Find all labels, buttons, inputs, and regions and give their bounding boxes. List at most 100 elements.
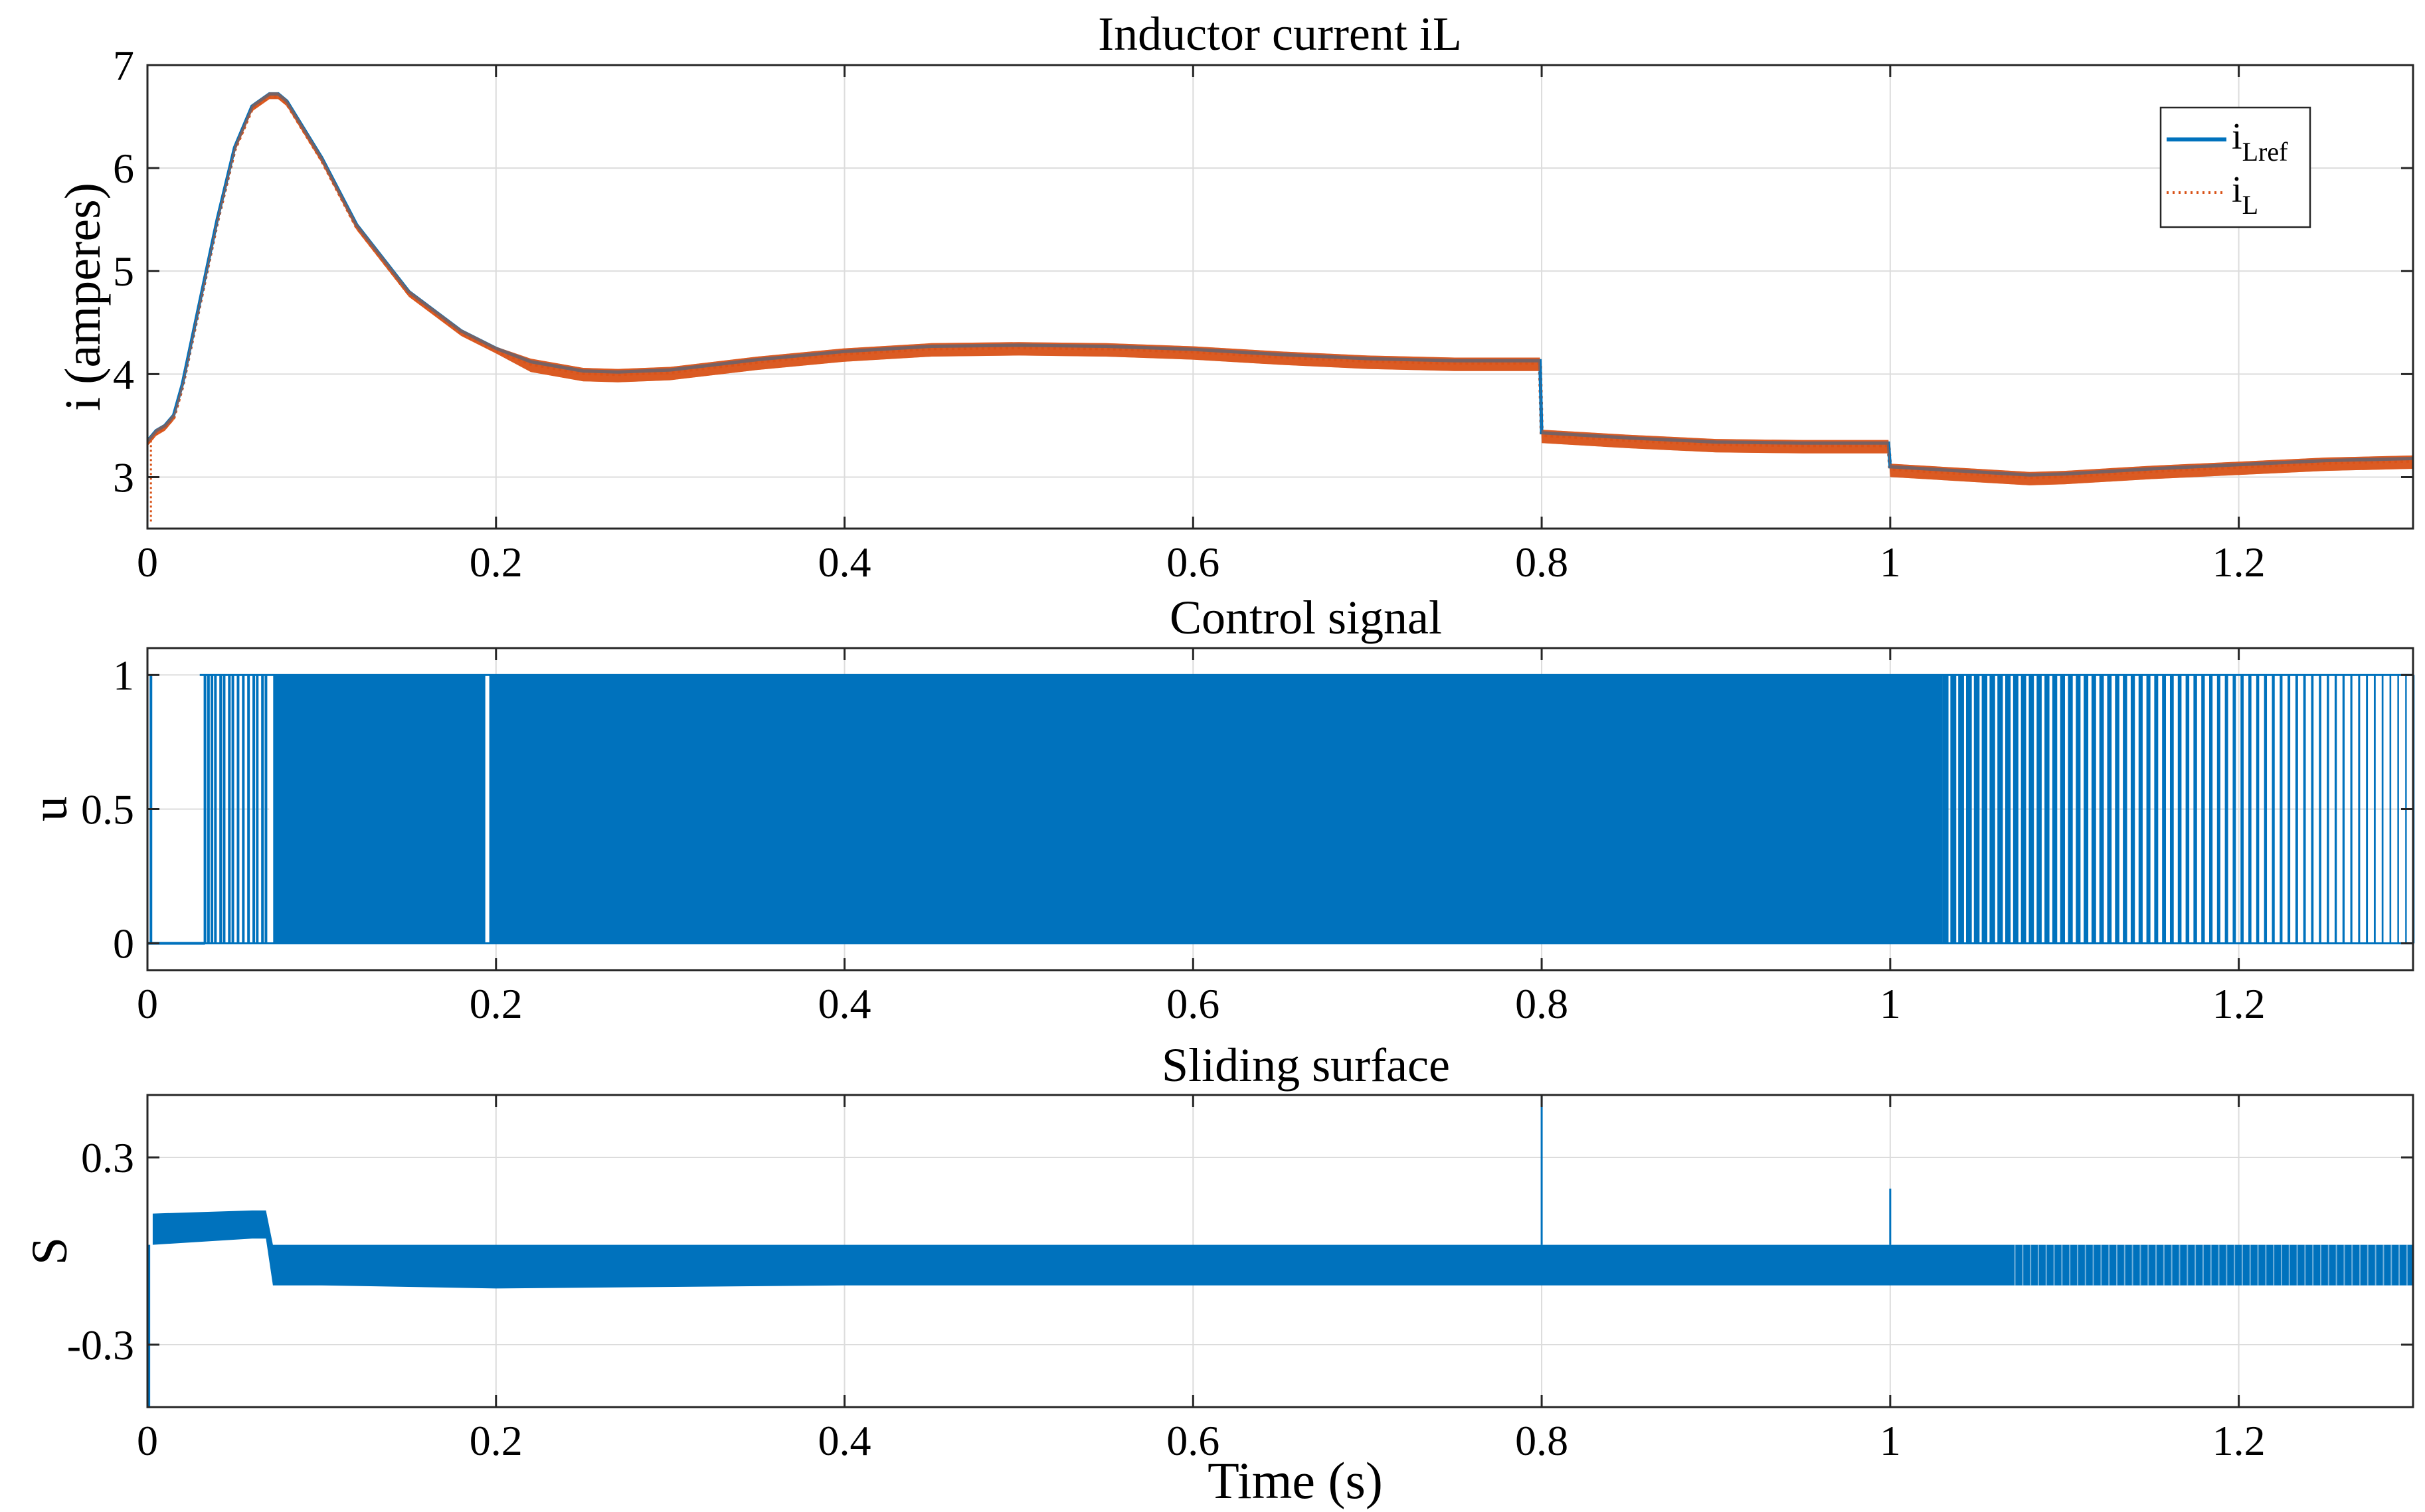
switch-pulse	[2091, 675, 2096, 944]
axes-frame	[146, 1094, 2414, 1408]
x-tick-label: 1.2	[2212, 539, 2266, 586]
legend-label-sub: L	[2242, 190, 2258, 220]
switch-pulse	[2389, 675, 2392, 944]
x-tick-label: 0.6	[1166, 539, 1219, 586]
switch-pulse	[2216, 675, 2220, 944]
switch-pulse	[2248, 675, 2252, 944]
ripple-gap	[2296, 1244, 2298, 1286]
ripple-gap	[2312, 1244, 2314, 1286]
switch-pulse	[2295, 675, 2298, 944]
switch-pulse	[2240, 675, 2244, 944]
switch-pulse	[2115, 675, 2119, 944]
x-tick-label: 0.4	[818, 1417, 871, 1464]
switch-pulse	[2303, 675, 2306, 944]
ripple-gap	[2045, 1244, 2047, 1286]
ripple-gap	[2147, 1244, 2149, 1286]
y-tick-label: 1	[113, 651, 134, 699]
ripple-gap	[2327, 1244, 2329, 1286]
legend-box	[2159, 106, 2311, 228]
switch-pulse	[2280, 675, 2283, 944]
panel-title: Sliding surface	[1162, 1039, 1450, 1092]
switch-pulse	[2146, 675, 2151, 944]
switch-pulse	[2169, 675, 2174, 944]
panel-title: Control signal	[1170, 591, 1442, 644]
legend: iLref iL	[2159, 106, 2311, 228]
switch-pulse	[1942, 675, 1949, 944]
switch-pulse	[2154, 675, 2159, 944]
ripple-gap	[2414, 1244, 2416, 1286]
switch-pulse	[1958, 675, 1964, 944]
legend-entry-il: iL	[2232, 169, 2258, 220]
ripple-gap	[2155, 1244, 2157, 1286]
x-tick-label: 1	[1880, 980, 1901, 1027]
x-tick-label: 1	[1880, 1417, 1901, 1464]
x-tick-label: 0.8	[1515, 980, 1568, 1027]
x-tick-label: 0.2	[470, 539, 523, 586]
ripple-gap	[2061, 1244, 2063, 1286]
control-signal-panel: 0 0.2 0.4 0.6 0.8 1 1.2 0 0.5 1 Control signal u	[22, 591, 2415, 1027]
tick-labels: 0 0.2 0.4 0.6 0.8 1 1.2 3 4 5 6 7	[113, 42, 2413, 586]
switch-pulse	[1981, 675, 1988, 944]
switch-pulse	[2358, 675, 2361, 944]
ripple-gap	[2320, 1244, 2322, 1286]
switch-pulse	[2373, 675, 2376, 944]
switch-pulse	[2232, 675, 2236, 944]
ripple-gap	[2195, 1244, 2197, 1286]
switch-pulse	[2264, 675, 2268, 944]
y-axis-label: i (amperes)	[55, 183, 111, 411]
ripple-gap	[2218, 1244, 2220, 1286]
ripple-gap	[2335, 1244, 2337, 1286]
switch-pulse	[2334, 675, 2337, 944]
y-tick-label: 0	[113, 920, 134, 967]
switch-pulse	[2028, 675, 2034, 944]
x-tick-label: 0.4	[818, 539, 871, 586]
sliding-surface-panel: 0 0.2 0.4 0.6 0.8 1 1.2 -0.3 0.3 Sliding surface…	[22, 1039, 2416, 1509]
y-tick-label: 7	[113, 42, 134, 89]
ripple-gap	[2069, 1244, 2071, 1286]
y-tick-label: 4	[113, 351, 134, 398]
x-tick-label: 0.8	[1515, 539, 1568, 586]
switch-pulse	[2138, 675, 2143, 944]
data-layer	[148, 1095, 2416, 1407]
ripple-gap	[2076, 1244, 2078, 1286]
legend-label-base: i	[2232, 169, 2242, 210]
switch-pulse	[2084, 675, 2089, 944]
switch-pulse	[2256, 675, 2260, 944]
ripple-gap	[2367, 1244, 2369, 1286]
switch-pulse	[2288, 675, 2291, 944]
ripple-gap	[2359, 1244, 2361, 1286]
switch-pulse	[2381, 675, 2384, 944]
switch-pulse	[1973, 675, 1980, 944]
x-tick-label: 0.2	[470, 1417, 523, 1464]
switch-pulse	[2052, 675, 2058, 944]
ripple-gap	[2265, 1244, 2267, 1286]
panel-title: Inductor current iL	[1098, 7, 1462, 60]
switch-pulse	[2060, 675, 2065, 944]
ripple-gap	[2390, 1244, 2392, 1286]
ripple-gap	[2202, 1244, 2204, 1286]
switch-pulse	[2327, 675, 2329, 944]
switch-pulse	[2366, 675, 2369, 944]
switch-pulse	[2130, 675, 2135, 944]
legend-label-base: i	[2232, 116, 2242, 157]
ripple-gap	[2092, 1244, 2094, 1286]
ripple-gap	[2234, 1244, 2236, 1286]
switch-pulse	[1950, 675, 1957, 944]
ripple-gap	[2382, 1244, 2384, 1286]
ripple-gap	[2022, 1244, 2024, 1286]
ripple-gap	[2257, 1244, 2259, 1286]
switch-pulse	[2201, 675, 2205, 944]
x-axis-label: Time (s)	[1208, 1452, 1383, 1509]
inductor-current-panel: 0 0.2 0.4 0.6 0.8 1 1.2 3 4 5 6 7 Inductor current …	[55, 7, 2414, 586]
legend-label-sub: Lref	[2242, 137, 2289, 167]
switch-pulse	[2319, 675, 2321, 944]
y-tick-label: 0.3	[81, 1134, 134, 1181]
switch-pulse	[2076, 675, 2081, 944]
x-tick-label: 0	[137, 539, 158, 586]
ripple-gap	[2375, 1244, 2377, 1286]
switch-pulse	[2021, 675, 2026, 944]
y-tick-label: -0.3	[67, 1321, 134, 1369]
switch-pulse	[2044, 675, 2050, 944]
ripple-gap	[2163, 1244, 2165, 1286]
x-tick-label: 1	[1880, 539, 1901, 586]
